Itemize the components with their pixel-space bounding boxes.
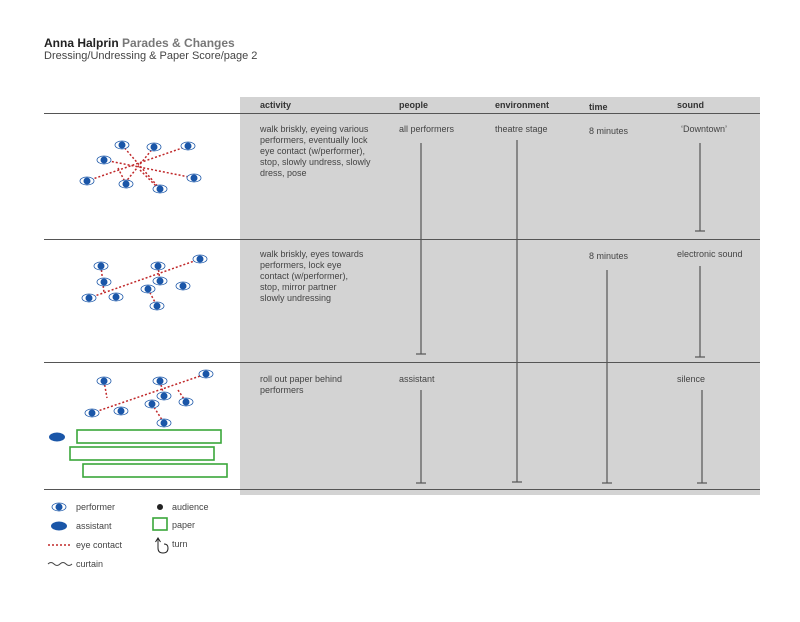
row3-people: assistant bbox=[399, 374, 435, 384]
formation-diagram-3 bbox=[49, 369, 228, 478]
performer-icon bbox=[96, 277, 112, 287]
page-subtitle: Dressing/Undressing & Paper Score/page 2 bbox=[44, 50, 258, 62]
assistant-icon bbox=[49, 432, 65, 442]
legend-assistant-label: assistant bbox=[76, 521, 112, 531]
performer-icon bbox=[152, 376, 168, 386]
column-header-environment: environment bbox=[495, 100, 550, 110]
text-line: walk briskly, eyeing various bbox=[260, 124, 369, 134]
performer-icon bbox=[81, 293, 97, 303]
page-title: Anna Halprin Parades & Changes bbox=[44, 36, 235, 50]
row-divider bbox=[44, 489, 760, 490]
row3-sound: silence bbox=[677, 374, 706, 384]
paper-icon bbox=[69, 446, 215, 461]
formation-diagram-1 bbox=[79, 140, 202, 194]
legend-turn-label: turn bbox=[172, 539, 188, 549]
row-divider bbox=[44, 239, 760, 240]
performer-icon bbox=[192, 254, 208, 264]
score-panel bbox=[240, 97, 760, 495]
legend-eye-contact-label: eye contact bbox=[76, 540, 123, 550]
legend-performer-label: performer bbox=[76, 502, 116, 512]
performer-icon bbox=[152, 276, 168, 286]
legend-audience-label: audience bbox=[172, 502, 209, 512]
performer-icon bbox=[96, 155, 112, 165]
text-line: walk briskly, eyes towards bbox=[260, 249, 364, 259]
legend-icons bbox=[47, 502, 169, 566]
performer-icon bbox=[93, 261, 109, 271]
text-line: performers, eventually lock bbox=[260, 135, 368, 145]
curtain-icon bbox=[47, 562, 73, 566]
performer-icon bbox=[180, 141, 196, 151]
performer-icon bbox=[146, 142, 162, 152]
performer-icon bbox=[144, 399, 160, 409]
text-line: roll out paper behind bbox=[260, 374, 343, 384]
performer-icon bbox=[156, 418, 172, 428]
performer-icon bbox=[156, 391, 172, 401]
text-line: performers, lock eye bbox=[260, 260, 342, 270]
column-header-activity: activity bbox=[260, 100, 292, 110]
performer-icon bbox=[198, 369, 214, 379]
paper-icon bbox=[82, 463, 228, 478]
row2-activity: walk briskly, eyes towards performers, l… bbox=[260, 249, 363, 304]
performer-icon bbox=[175, 281, 191, 291]
column-header-sound: sound bbox=[677, 100, 704, 110]
row-divider bbox=[44, 362, 760, 363]
text-line: contact (w/performer), bbox=[260, 271, 349, 281]
turn-icon bbox=[155, 537, 169, 554]
row1-sound: ‘Downtown’ bbox=[681, 124, 728, 134]
paper-icon bbox=[152, 517, 168, 531]
text-line: stop, slowly undress, slowly bbox=[260, 157, 371, 167]
row1-people: all performers bbox=[399, 124, 455, 134]
row-divider bbox=[44, 113, 760, 114]
performer-icon bbox=[114, 140, 130, 150]
work-title: Parades & Changes bbox=[122, 36, 235, 50]
text-line: stop, mirror partner bbox=[260, 282, 337, 292]
performer-icon bbox=[150, 261, 166, 271]
performer-icon bbox=[51, 502, 67, 512]
duration-lines bbox=[416, 140, 707, 484]
performer-icon bbox=[79, 176, 95, 186]
row1-activity: walk briskly, eyeing various performers,… bbox=[260, 124, 371, 179]
author-name: Anna Halprin bbox=[44, 36, 119, 50]
performer-icon bbox=[108, 292, 124, 302]
column-header-time: time bbox=[589, 102, 608, 112]
row2-sound: electronic sound bbox=[677, 249, 743, 259]
text-line: slowly undressing bbox=[260, 293, 332, 303]
text-line: eye contact (w/performer), bbox=[260, 146, 366, 156]
row3-activity: roll out paper behind performers bbox=[260, 374, 342, 396]
text-line: dress, pose bbox=[260, 168, 307, 178]
assistant-icon bbox=[51, 521, 67, 531]
paper-icon bbox=[76, 429, 222, 444]
performer-icon bbox=[149, 301, 165, 311]
legend-curtain-label: curtain bbox=[76, 559, 104, 569]
performer-icon bbox=[140, 284, 156, 294]
performer-icon bbox=[186, 173, 202, 183]
performer-icon bbox=[152, 184, 168, 194]
performer-icon bbox=[96, 376, 112, 386]
row2-time: 8 minutes bbox=[589, 251, 629, 261]
performer-icon bbox=[113, 406, 129, 416]
performer-icon bbox=[118, 179, 134, 189]
performer-icon bbox=[84, 408, 100, 418]
legend-paper-label: paper bbox=[172, 520, 196, 530]
row1-time: 8 minutes bbox=[589, 126, 629, 136]
column-header-people: people bbox=[399, 100, 429, 110]
row1-environment: theatre stage bbox=[495, 124, 548, 134]
performer-icon bbox=[178, 397, 194, 407]
formation-diagram-2 bbox=[81, 254, 208, 311]
audience-icon bbox=[157, 504, 163, 510]
text-line: performers bbox=[260, 385, 304, 395]
eye-contact-lines bbox=[86, 144, 195, 190]
